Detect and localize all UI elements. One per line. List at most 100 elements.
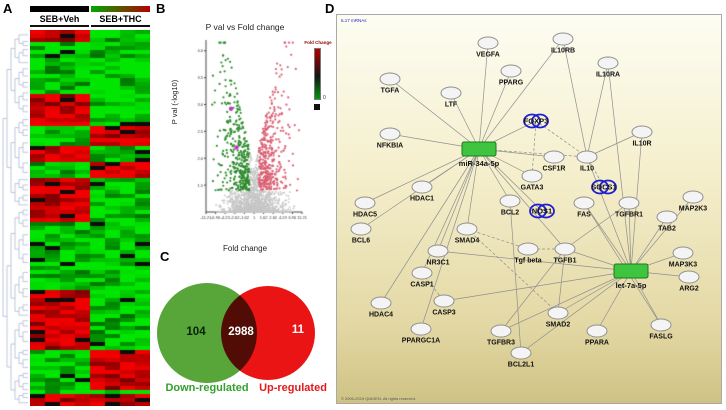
panel-b-label: B: [156, 1, 166, 16]
network-node-MAP3K3: MAP3K3: [669, 246, 697, 269]
network-node-label: NFKBIA: [377, 143, 403, 150]
network-node-label: MAP2K3: [679, 206, 708, 213]
network-edge-TGFB1-SMAD2: [557, 248, 566, 314]
network-edge-Tgf beta-SMAD4: [466, 228, 529, 250]
network-node-MAP2K3: MAP2K3: [679, 190, 708, 213]
network-node-CASP3: CASP3: [432, 294, 456, 317]
network-node-NOS1: NOS1: [529, 203, 555, 219]
network-edge-miR-34a-5p-NR3C1: [437, 148, 480, 252]
network-node-IL10RB: IL10RB: [551, 32, 575, 55]
volcano-x-axis-label: Fold change: [222, 244, 268, 253]
network-node-CASP1: CASP1: [410, 266, 434, 289]
network-node-label: IL10RB: [551, 48, 575, 55]
network-node-label: NR3C1: [427, 260, 450, 267]
network-node-VEGFA: VEGFA: [476, 36, 500, 59]
network-edge-let-7a-5p-IL10RA: [607, 62, 632, 272]
network-node-label: TAB2: [658, 226, 676, 233]
network-edge-let-7a-5p-TAB2: [630, 216, 668, 272]
network-node-PPARG: PPARG: [499, 64, 524, 87]
dendrogram-canvas: [2, 30, 28, 406]
network-node-IL10R: IL10R: [631, 125, 653, 148]
venn-count-down-only: 104: [186, 326, 206, 338]
panel-d-label: D: [325, 1, 335, 16]
network-node-GATA3: GATA3: [521, 169, 544, 192]
network-node-label: HDAC4: [369, 312, 393, 319]
network-edge-miR-34a-5p-LTF: [450, 92, 480, 150]
group-colorbar-thc: [91, 6, 150, 12]
network-edge-IL10-IL10RA: [586, 62, 609, 158]
network-node-PPARA: PPARA: [585, 324, 609, 347]
network-node-label: LTF: [445, 102, 458, 109]
network-node-HDAC1: HDAC1: [410, 180, 434, 203]
network-node-label: SMAD4: [455, 238, 480, 245]
network-edge-GATA3-FOXP3: [531, 120, 537, 177]
network-node-TAB2: TAB2: [656, 210, 678, 233]
network-node-TGFA: TGFA: [379, 72, 401, 95]
network-node-BCL6: BCL6: [350, 222, 372, 245]
network-edge-miR-34a-5p-VEGFA: [478, 42, 489, 150]
network-edge-SMAD4-SMAD2: [466, 228, 559, 314]
network-node-IL10RA: IL10RA: [596, 56, 620, 79]
network-node-label: BCL2: [501, 210, 519, 217]
volcano-title: P val vs Fold change: [205, 22, 285, 32]
network-edge-let-7a-5p-FAS: [583, 202, 632, 272]
venn-diagram: 104 2988 11 Down-regulated Up-regulated: [157, 260, 328, 410]
network-node-TGFBR3: TGFBR3: [487, 324, 515, 347]
network-edge-miR-34a-5p-IL10RB: [478, 38, 564, 150]
network-node-label: CASP3: [432, 310, 455, 317]
volcano-legend-zero: 0: [323, 95, 326, 101]
network-node-label: PPARG: [499, 80, 524, 87]
network-edge-let-7a-5p-NR3C1: [437, 250, 632, 272]
network-edge-IL10-IL10RB: [562, 38, 588, 158]
network-node-label: SMAD2: [546, 322, 571, 329]
network-node-label: IL10: [580, 166, 594, 173]
network-node-NFKBIA: NFKBIA: [377, 127, 403, 150]
network-edge-let-7a-5p-PPARA: [596, 270, 632, 332]
network-edge-let-7a-5p-MAP2K3: [630, 196, 694, 272]
network-edge-let-7a-5p-CASP3: [443, 270, 632, 302]
network-node-label: PPARGC1A: [402, 338, 440, 345]
network-node-FOXP3: FOXP3: [523, 113, 549, 129]
network-node-Tgf beta: Tgf beta: [514, 242, 542, 265]
network-node-SMAD4: SMAD4: [455, 222, 480, 245]
volcano-legend-title: Fold Change: [304, 40, 332, 45]
venn-count-overlap: 2988: [228, 326, 254, 338]
network-node-label: TGFA: [381, 88, 400, 95]
network-edge-let-7a-5p-IL10: [586, 156, 632, 272]
network-edge-TGFB1-TGFBR3: [500, 248, 566, 332]
network-node-FAS: FAS: [573, 196, 595, 219]
network-edge-miR-34a-5p-TGFA: [389, 78, 480, 150]
volcano-y-axis-label: P val (-log10): [170, 79, 179, 125]
network-node-SMAD2: SMAD2: [546, 306, 571, 329]
network-node-label: VEGFA: [476, 52, 500, 59]
venn-label-downregulated: Down-regulated: [165, 382, 249, 394]
network-node-label: FASLG: [649, 334, 673, 341]
network-node-label: BCL6: [352, 238, 370, 245]
network-node-label: NOS1: [532, 207, 552, 216]
network-node-FASLG: FASLG: [649, 318, 673, 341]
network-node-label: SOCS1: [591, 183, 616, 192]
venn-count-up-only: 11: [291, 324, 305, 336]
network-edge-miR-34a-5p-TGFB1: [478, 148, 566, 250]
network-panel: IL17 mRNAs VEGFA PPARG IL10RB IL10RA TGFA LTF…: [336, 14, 722, 404]
network-node-label: HDAC1: [410, 196, 434, 203]
network-caption-copyright: © 2000-2019 QIAGEN. All rights reserved.: [341, 396, 416, 401]
network-node-label: IL10R: [632, 141, 651, 148]
network-node-HDAC4: HDAC4: [369, 296, 393, 319]
network-node-label: TGFBR1: [615, 212, 643, 219]
network-node-label: CASP1: [410, 282, 433, 289]
network-caption-top: IL17 mRNAs: [341, 18, 367, 23]
venn-label-upregulated: Up-regulated: [259, 382, 327, 394]
network-node-label: TGFB1: [554, 258, 577, 265]
network-edge-TGFB1-TGFBR1: [564, 202, 630, 250]
network-node-label: let-7a-5p: [616, 281, 647, 290]
network-node-label: IL10RA: [596, 72, 620, 79]
network-edge-IL10-IL10R: [586, 131, 643, 158]
column-header-seb-veh: SEB+Veh: [30, 14, 89, 27]
network-edge-miR-34a-5p-HDAC4: [380, 148, 480, 304]
network-node-LTF: LTF: [440, 86, 462, 109]
network-svg: VEGFA PPARG IL10RB IL10RA TGFA LTF FOXP3 IL10R N…: [350, 32, 708, 369]
network-node-label: GATA3: [521, 185, 544, 192]
network-node-SOCS1: SOCS1: [591, 179, 617, 195]
